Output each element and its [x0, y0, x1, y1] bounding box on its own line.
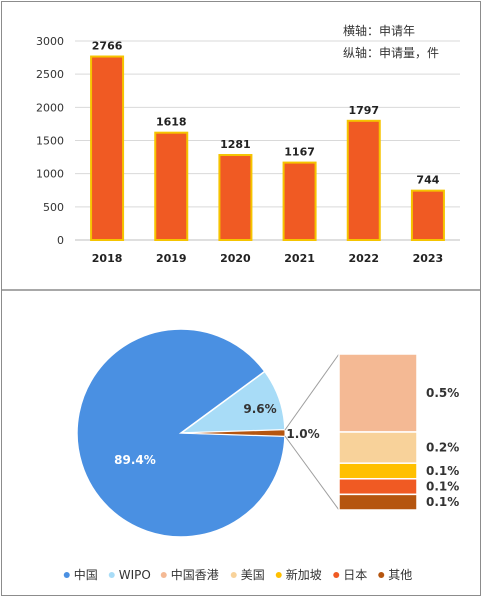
bar-chart-x-axis: 2018 2019 2020 2021 2022 2023	[92, 252, 443, 265]
breakout-segment	[338, 431, 418, 464]
breakout-label: 0.1%	[426, 495, 459, 509]
y-tick-label: 2000	[36, 101, 64, 114]
x-tick-label: 2018	[92, 252, 123, 265]
breakout-label: 0.5%	[426, 386, 459, 400]
connector-line	[284, 435, 340, 511]
legend-label: 新加坡	[286, 567, 322, 582]
breakout-segment	[338, 478, 418, 496]
breakout-label: 0.1%	[426, 480, 459, 494]
pie-breakout-connectors	[284, 353, 340, 511]
bar	[90, 55, 125, 241]
legend-marker	[230, 572, 237, 578]
bar-chart-y-axis: 0 500 1000 1500 2000 2500 3000	[36, 35, 64, 247]
breakout-segment	[338, 353, 418, 433]
pie-label: 1.0%	[286, 427, 319, 441]
y-tick-label: 500	[43, 201, 64, 214]
pie-slice-labels: 89.4% 9.6% 1.0%	[114, 402, 319, 467]
connector-line	[284, 353, 340, 431]
pie-label: 9.6%	[243, 402, 276, 416]
legend-marker	[63, 572, 70, 578]
legend-marker	[333, 572, 340, 578]
bar-data-label: 1167	[284, 146, 315, 159]
legend-marker	[378, 572, 385, 578]
bar-data-label: 1797	[348, 104, 379, 117]
pie-label: 89.4%	[114, 453, 156, 467]
breakout-label: 0.2%	[426, 441, 459, 455]
legend-label: 中国	[74, 567, 98, 582]
legend-label: 其他	[388, 568, 412, 582]
bar-data-label: 1281	[220, 138, 251, 151]
bar-data-label: 1618	[156, 116, 187, 129]
bar	[282, 161, 317, 242]
bar-data-label: 744	[416, 174, 439, 187]
bar	[218, 154, 253, 241]
y-tick-label: 3000	[36, 35, 64, 48]
bar-chart-data-labels: 2766 1618 1281 1167 1797 744	[92, 40, 440, 187]
legend-label: WIPO	[119, 568, 151, 582]
annotation-y-axis: 纵轴：申请量，件	[343, 45, 439, 60]
legend-marker	[160, 572, 167, 578]
x-tick-label: 2023	[413, 252, 444, 265]
legend-label: 日本	[343, 568, 367, 582]
x-tick-label: 2021	[284, 252, 315, 265]
breakout-segment	[338, 462, 418, 480]
legend-marker	[108, 572, 115, 578]
legend-label: 美国	[241, 568, 265, 582]
annotation-x-axis: 横轴：申请年	[343, 23, 415, 38]
x-tick-label: 2022	[348, 252, 379, 265]
breakout-segment	[338, 493, 418, 511]
legend-marker	[275, 572, 282, 578]
bar	[410, 189, 445, 241]
x-tick-label: 2020	[220, 252, 251, 265]
bar	[346, 119, 381, 241]
bar-chart-bars	[90, 55, 445, 242]
bar-chart-grid	[75, 40, 460, 241]
pie-chart	[76, 328, 286, 538]
y-tick-label: 1000	[36, 168, 64, 181]
x-tick-label: 2019	[156, 252, 187, 265]
y-tick-label: 2500	[36, 68, 64, 81]
bar-data-label: 2766	[92, 40, 123, 53]
bar	[154, 131, 189, 241]
y-tick-label: 1500	[36, 135, 64, 148]
pie-legend: 中国 WIPO 中国香港 美国 新加坡 日本 其他	[63, 567, 412, 582]
pie-breakout-bar: 0.5%0.2%0.1%0.1%0.1%	[338, 353, 459, 511]
breakout-label: 0.1%	[426, 464, 459, 478]
y-tick-label: 0	[57, 234, 64, 247]
pie-slice	[76, 328, 286, 538]
legend-label: 中国香港	[171, 567, 219, 582]
